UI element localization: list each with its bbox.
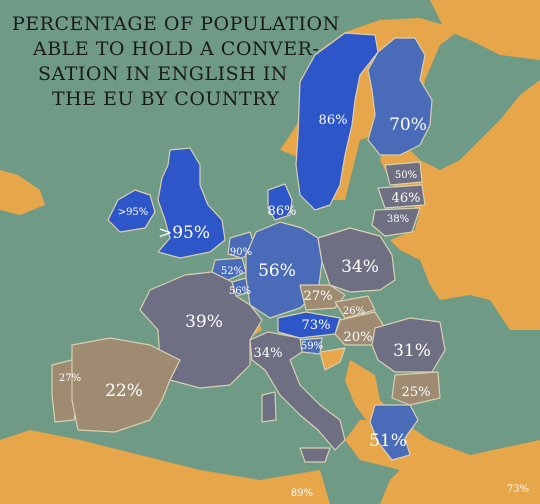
country-finland [367, 37, 433, 156]
label-denmark: 86% [268, 204, 297, 219]
label-estonia: 50% [395, 170, 417, 181]
label-ireland: >95% [118, 207, 149, 218]
country-sicily [299, 447, 331, 463]
label-latvia: 46% [392, 191, 421, 206]
map-title: PERCENTAGE OF POPULATION ABLE TO HOLD A … [12, 13, 340, 110]
label-spain: 22% [105, 381, 143, 401]
country-ireland [107, 189, 156, 233]
country-croatia [319, 347, 346, 371]
label-poland: 34% [341, 257, 379, 277]
label-italy: 34% [254, 346, 283, 361]
label-romania: 31% [393, 341, 431, 361]
eu-countries [51, 32, 446, 463]
label-portugal: 27% [59, 373, 81, 384]
country-bulgaria [391, 371, 441, 406]
title-line-4: THE EU BY COUNTRY [52, 88, 279, 110]
label-finland: 70% [389, 115, 427, 135]
country-italy [249, 331, 346, 451]
label-slovenia: 59% [301, 341, 323, 352]
label-hungary: 20% [344, 330, 373, 345]
label-germany: 56% [258, 261, 296, 281]
label-cyprus: 73% [507, 484, 529, 495]
percentage-labels: 86% 70% >95% >95% 86% 50% 46% 38% 90% 52… [59, 113, 529, 499]
label-greece: 51% [369, 431, 407, 451]
label-austria: 73% [302, 318, 331, 333]
country-poland [317, 227, 396, 293]
label-lithuania: 38% [387, 214, 409, 225]
label-sweden: 86% [319, 113, 348, 128]
country-latvia [377, 184, 426, 209]
label-belgium: 52% [221, 266, 243, 277]
country-denmark [267, 183, 293, 221]
country-slovakia [334, 295, 376, 319]
label-luxembourg: 56% [229, 286, 251, 297]
title-line-1: PERCENTAGE OF POPULATION [12, 13, 340, 35]
label-united-kingdom: >95% [158, 223, 210, 243]
country-united-kingdom [157, 147, 226, 259]
country-belgium [211, 257, 247, 281]
label-netherlands: 90% [230, 247, 252, 258]
label-bulgaria: 25% [402, 385, 431, 400]
label-slovakia: 26% [343, 306, 365, 317]
country-spain [71, 337, 181, 433]
title-line-2: ABLE TO HOLD A CONVER- [32, 38, 319, 60]
label-malta: 89% [291, 488, 313, 499]
country-lithuania [371, 207, 421, 237]
label-france: 39% [185, 312, 223, 332]
country-sardinia [261, 391, 277, 423]
country-greece [369, 404, 419, 461]
label-czechia: 27% [304, 289, 333, 304]
title-line-3: SATION IN ENGLISH IN [38, 63, 288, 85]
country-estonia [384, 161, 423, 186]
country-sweden [295, 32, 379, 211]
